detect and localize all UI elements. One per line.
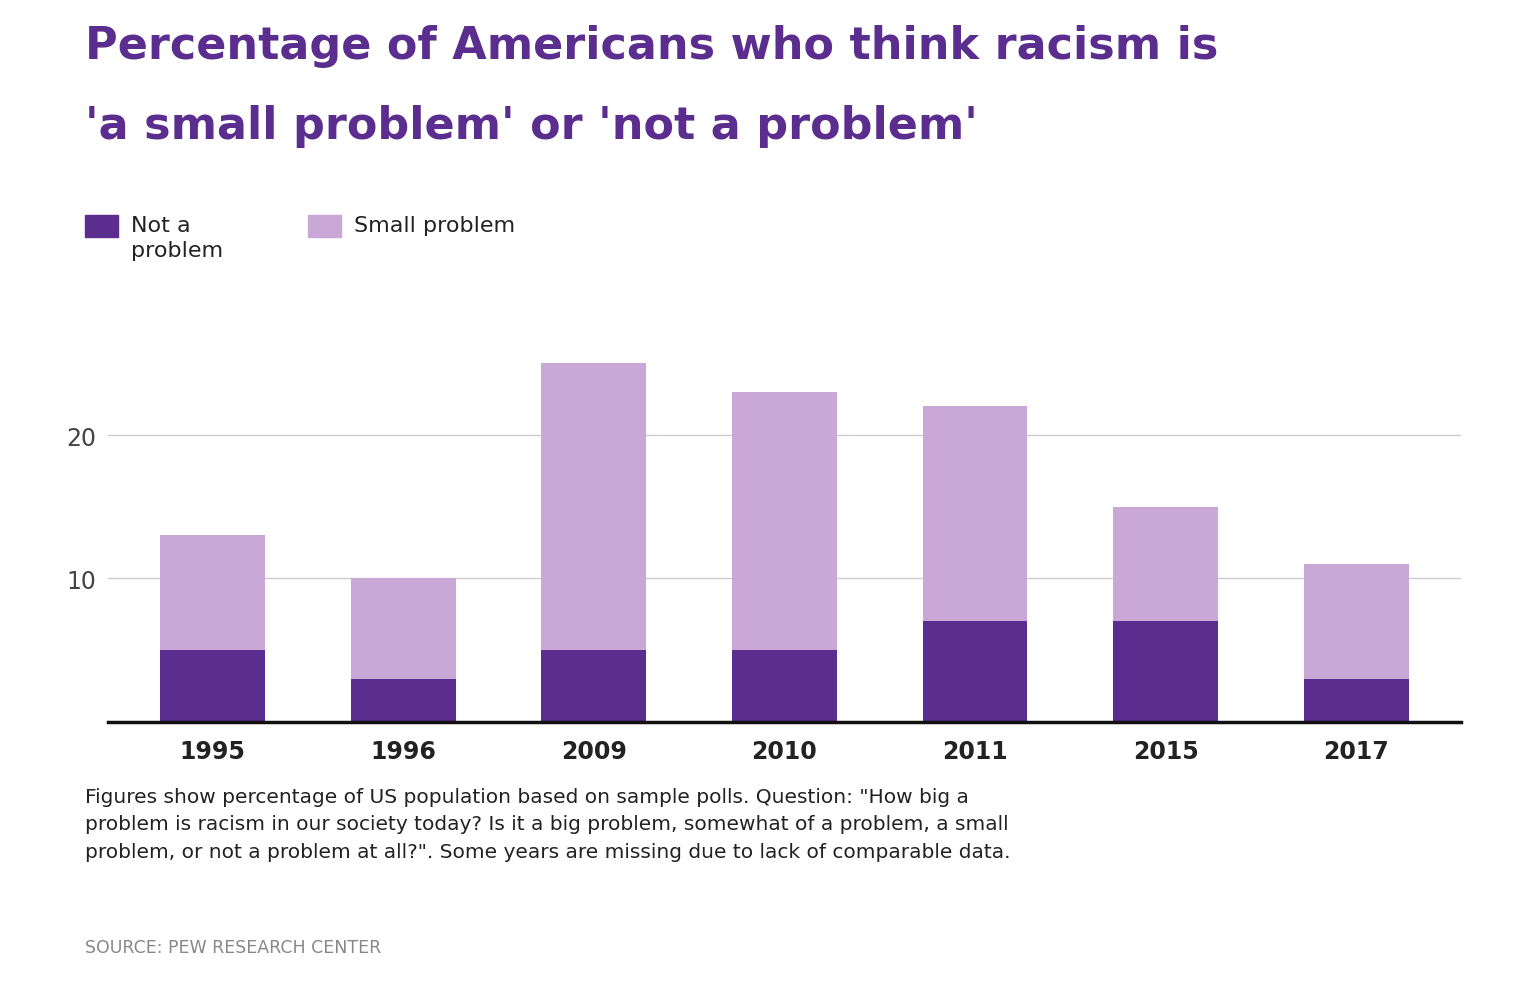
Bar [160, 536, 265, 651]
Bar [732, 651, 837, 722]
Bar [923, 407, 1027, 622]
Bar [541, 651, 646, 722]
Text: Not a
problem: Not a problem [131, 216, 223, 261]
Text: Small problem: Small problem [354, 216, 515, 236]
Bar [1114, 622, 1218, 722]
Bar [732, 392, 837, 651]
Bar [1304, 565, 1409, 679]
Bar [160, 651, 265, 722]
Bar [923, 622, 1027, 722]
Text: 'a small problem' or 'not a problem': 'a small problem' or 'not a problem' [85, 105, 978, 148]
Bar [1114, 508, 1218, 622]
Bar [541, 364, 646, 651]
Bar [1304, 679, 1409, 722]
Bar [351, 579, 455, 679]
Text: SOURCE: PEW RESEARCH CENTER: SOURCE: PEW RESEARCH CENTER [85, 938, 381, 956]
Bar [351, 679, 455, 722]
Text: Figures show percentage of US population based on sample polls. Question: "How b: Figures show percentage of US population… [85, 787, 1010, 861]
Text: Percentage of Americans who think racism is: Percentage of Americans who think racism… [85, 25, 1218, 68]
